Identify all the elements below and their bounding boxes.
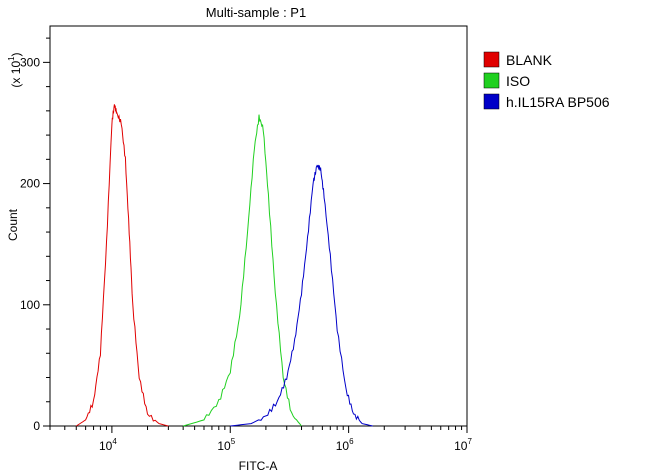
svg-text:(x 101): (x 101) [7, 52, 23, 87]
y-axis-label: Count [6, 208, 20, 241]
y-tick-label: 0 [33, 419, 40, 433]
y-tick-label: 200 [20, 177, 40, 191]
chart-title: Multi-sample : P1 [206, 5, 306, 20]
series-lines [76, 104, 373, 427]
y-axis-ticks: 0 100 200 300 [20, 37, 50, 433]
x-tick-label: 106 [336, 437, 354, 453]
y-tick-label: 100 [20, 298, 40, 312]
series-line-h-il15ra-bp506 [230, 164, 373, 427]
y-multiplier-exp: 1 [7, 56, 16, 61]
legend-label: ISO [506, 73, 530, 89]
legend: BLANK ISO h.IL15RA BP506 [483, 51, 610, 110]
legend-label: h.IL15RA BP506 [506, 94, 610, 110]
x-axis-label: FITC-A [239, 459, 278, 473]
legend-swatch [483, 93, 500, 110]
series-line-iso [183, 114, 302, 427]
x-tick-label: 104 [99, 437, 117, 453]
y-multiplier-close: ) [9, 52, 23, 56]
y-multiplier-label: (x 101) [7, 52, 23, 87]
plot-frame [49, 25, 468, 427]
x-tick-label: 107 [454, 437, 472, 453]
legend-swatch [483, 72, 500, 89]
x-tick-label: 105 [217, 437, 235, 453]
series-line-blank [76, 104, 169, 427]
legend-swatch [483, 51, 500, 68]
y-tick-label: 300 [20, 55, 40, 69]
legend-label: BLANK [506, 52, 553, 68]
x-axis-ticks: 104 105 106 107 [49, 426, 472, 453]
y-multiplier-text: (x 10 [9, 61, 23, 88]
